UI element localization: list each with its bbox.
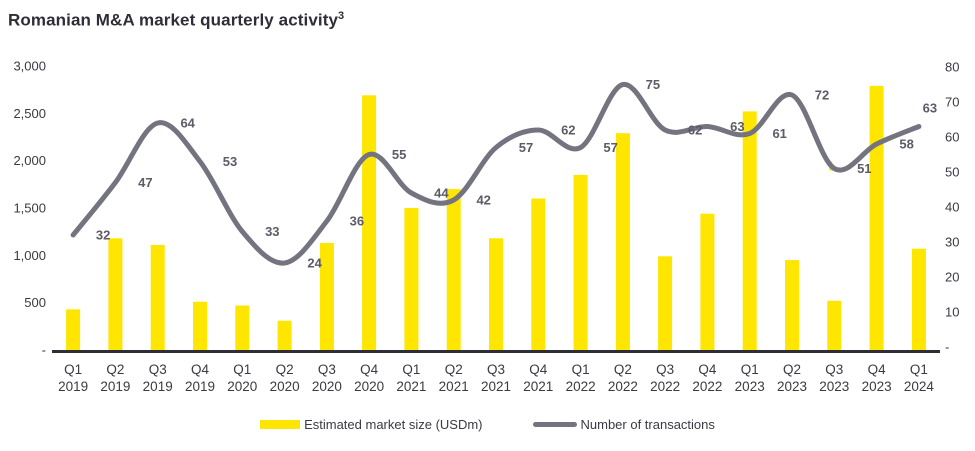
bar-q3-2019 (150, 244, 165, 350)
line-label-q3-2022: 62 (688, 123, 702, 138)
x-axis-label-q4-2022: Q4 2022 (692, 362, 722, 394)
x-axis-label-q1-2021: Q1 2021 (396, 362, 426, 394)
x-axis-label-q1-2020: Q1 2020 (227, 362, 257, 394)
right-axis-tick-2: 60 (945, 130, 959, 145)
x-axis-label-q3-2021: Q3 2021 (481, 362, 511, 394)
line-label-q4-2023: 58 (899, 137, 913, 152)
right-axis-tick-0: 80 (945, 60, 959, 75)
line-label-q2-2021: 42 (476, 193, 490, 208)
bar-q4-2019 (193, 301, 207, 350)
bar-q1-2024 (911, 248, 926, 350)
left-axis-tick-0: 3,000 (13, 59, 46, 74)
left-axis-tick-1: 2,500 (13, 106, 46, 121)
line-label-q2-2022: 75 (646, 77, 660, 92)
chart-title-superscript: 3 (338, 10, 345, 22)
legend-item-market-size: Estimated market size (USDm) (260, 416, 483, 432)
x-axis-label-q3-2022: Q3 2022 (650, 362, 680, 394)
line-label-q2-2023: 72 (815, 88, 829, 103)
bar-q1-2022 (573, 174, 588, 350)
bar-q2-2022 (615, 133, 630, 350)
transactions-line (70, 82, 922, 266)
right-axis-tick-6: 20 (945, 270, 959, 285)
bar-q2-2020 (277, 320, 292, 350)
line-label-q1-2024: 63 (923, 101, 937, 116)
x-axis-label-q2-2020: Q2 2020 (270, 362, 300, 394)
line-label-q1-2019: 32 (96, 228, 110, 243)
left-axis-tick-2: 2,000 (13, 153, 46, 168)
right-axis-tick-5: 30 (945, 235, 959, 250)
x-axis-label-q3-2019: Q3 2019 (143, 362, 173, 394)
line-label-q4-2021: 62 (561, 123, 575, 138)
chart-title-text: Romanian M&A market quarterly activity (8, 10, 339, 30)
left-axis-tick-4: 1,000 (13, 248, 46, 263)
line-label-q4-2022: 63 (730, 119, 744, 134)
left-axis-tick-6: - (42, 343, 46, 358)
bar-q3-2020 (319, 243, 334, 350)
bar-q4-2020 (362, 95, 377, 350)
right-axis-tick-1: 70 (945, 95, 959, 110)
line-label-q1-2023: 61 (772, 126, 786, 141)
right-axis-tick-4: 40 (945, 200, 959, 215)
bar-q1-2021 (404, 208, 419, 350)
line-label-q3-2019: 64 (180, 116, 195, 131)
x-axis-label-q4-2021: Q4 2021 (523, 362, 553, 394)
right-axis-tick-3: 50 (945, 165, 959, 180)
x-axis-label-q2-2019: Q2 2019 (100, 362, 130, 394)
bar-series-swatch-icon (260, 419, 301, 429)
line-label-q4-2020: 55 (392, 147, 406, 162)
line-label-q2-2019: 47 (138, 175, 152, 190)
line-series-swatch-icon (532, 421, 577, 427)
line-label-q2-2020: 24 (307, 256, 322, 271)
legend-item-transactions: Number of transactions (532, 416, 715, 432)
x-axis-label-q1-2023: Q1 2023 (735, 362, 765, 394)
bar-q4-2022 (700, 213, 715, 350)
line-label-q3-2023: 51 (857, 161, 871, 176)
chart-title: Romanian M&A market quarterly activity3 (8, 10, 344, 31)
line-label-q4-2019: 53 (223, 154, 237, 169)
bar-q2-2021 (446, 189, 461, 350)
left-axis-tick-5: 500 (24, 295, 46, 310)
line-label-q3-2020: 36 (350, 214, 364, 229)
x-axis-label-q4-2020: Q4 2020 (354, 362, 384, 394)
bar-q1-2020 (235, 305, 250, 350)
x-axis-label-q3-2023: Q3 2023 (819, 362, 849, 394)
legend-label-transactions: Number of transactions (580, 416, 715, 432)
left-axis-tick-3: 1,500 (13, 201, 46, 216)
legend-label-market-size: Estimated market size (USDm) (304, 416, 483, 432)
line-label-q1-2020: 33 (265, 224, 279, 239)
right-axis-tick-8: - (945, 340, 949, 355)
bar-q3-2022 (658, 256, 673, 350)
bar-q4-2021 (531, 198, 546, 350)
chart-legend: Estimated market size (USDm) Number of t… (0, 412, 975, 436)
line-label-q3-2021: 57 (519, 140, 533, 155)
x-axis-label-q4-2019: Q4 2019 (185, 362, 215, 394)
x-axis-label-q2-2021: Q2 2021 (439, 362, 469, 394)
right-axis-tick-7: 10 (945, 305, 959, 320)
line-label-q1-2022: 57 (603, 140, 617, 155)
chart-canvas: 3,000 2,500 2,000 1,500 1,000 500 - 80 70 60 50 40 3… (13, 59, 959, 395)
bar-q1-2019 (66, 309, 81, 350)
x-axis-label-q1-2022: Q1 2022 (566, 362, 596, 394)
line-label-q1-2021: 44 (434, 186, 449, 201)
x-axis-label-q2-2023: Q2 2023 (777, 362, 807, 394)
x-axis-label-q2-2022: Q2 2022 (608, 362, 638, 394)
x-axis-label-q1-2019: Q1 2019 (58, 362, 88, 394)
bar-q2-2023 (785, 260, 799, 350)
bar-q4-2023 (869, 85, 884, 351)
x-axis-label-q3-2020: Q3 2020 (312, 362, 342, 394)
bar-q3-2021 (489, 238, 503, 350)
x-axis-label-q4-2023: Q4 2023 (862, 362, 892, 394)
bar-q3-2023 (827, 300, 842, 350)
bar-q1-2023 (742, 111, 757, 351)
x-axis-label-q1-2024: Q1 2024 (904, 362, 935, 394)
bar-q2-2019 (108, 238, 123, 350)
